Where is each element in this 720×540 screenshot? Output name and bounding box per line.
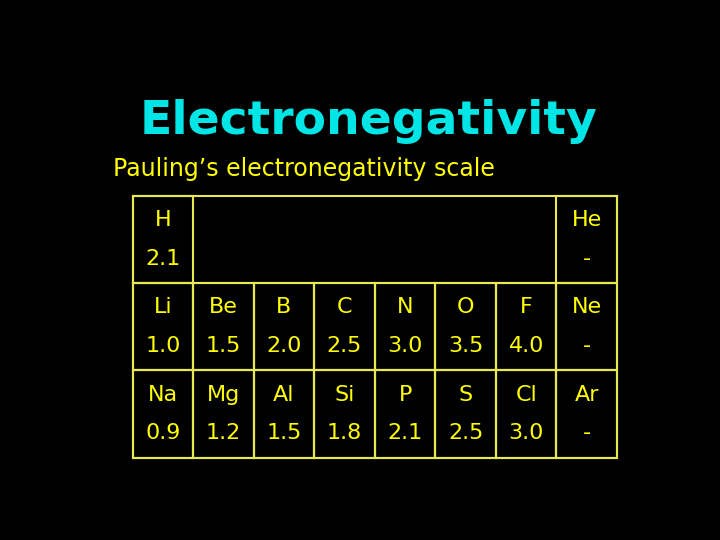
- Text: Be: Be: [209, 298, 238, 318]
- Bar: [193, 283, 253, 370]
- Text: S: S: [459, 384, 473, 404]
- Text: Cl: Cl: [516, 384, 537, 404]
- Text: F: F: [520, 298, 533, 318]
- Bar: [375, 370, 436, 457]
- Text: Al: Al: [274, 384, 294, 404]
- Text: He: He: [572, 210, 602, 230]
- Text: 3.0: 3.0: [508, 423, 544, 443]
- Text: -: -: [582, 423, 591, 443]
- Bar: [557, 370, 617, 457]
- Bar: [132, 370, 193, 457]
- Text: O: O: [457, 298, 474, 318]
- Text: Ar: Ar: [575, 384, 599, 404]
- Text: -: -: [582, 248, 591, 268]
- Bar: [253, 283, 314, 370]
- Text: -: -: [582, 336, 591, 356]
- Text: 3.0: 3.0: [387, 336, 423, 356]
- Text: Na: Na: [148, 384, 178, 404]
- Text: Si: Si: [334, 384, 355, 404]
- Bar: [132, 195, 193, 283]
- Bar: [253, 370, 314, 457]
- Bar: [496, 370, 557, 457]
- Text: 2.1: 2.1: [387, 423, 423, 443]
- Bar: [375, 283, 436, 370]
- Bar: [496, 283, 557, 370]
- Text: Electronegativity: Electronegativity: [140, 99, 598, 144]
- Bar: [436, 370, 496, 457]
- Bar: [557, 195, 617, 283]
- Text: 1.5: 1.5: [266, 423, 302, 443]
- Bar: [132, 283, 193, 370]
- Text: 1.0: 1.0: [145, 336, 181, 356]
- Text: 1.2: 1.2: [206, 423, 241, 443]
- Text: 2.5: 2.5: [327, 336, 362, 356]
- Bar: [132, 195, 617, 457]
- Bar: [436, 283, 496, 370]
- Text: 2.1: 2.1: [145, 248, 181, 268]
- Text: Pauling’s electronegativity scale: Pauling’s electronegativity scale: [113, 157, 495, 181]
- Text: 1.5: 1.5: [206, 336, 241, 356]
- Text: B: B: [276, 298, 292, 318]
- Bar: [314, 283, 375, 370]
- Text: 0.9: 0.9: [145, 423, 181, 443]
- Text: Ne: Ne: [572, 298, 602, 318]
- Text: H: H: [155, 210, 171, 230]
- Text: 1.8: 1.8: [327, 423, 362, 443]
- Text: 2.0: 2.0: [266, 336, 302, 356]
- Text: C: C: [337, 298, 352, 318]
- Text: 2.5: 2.5: [448, 423, 483, 443]
- Text: Li: Li: [153, 298, 172, 318]
- Bar: [193, 370, 253, 457]
- Text: 4.0: 4.0: [508, 336, 544, 356]
- Text: 3.5: 3.5: [448, 336, 483, 356]
- Text: Mg: Mg: [207, 384, 240, 404]
- Text: P: P: [398, 384, 412, 404]
- Bar: [557, 283, 617, 370]
- Bar: [314, 370, 375, 457]
- Text: N: N: [397, 298, 413, 318]
